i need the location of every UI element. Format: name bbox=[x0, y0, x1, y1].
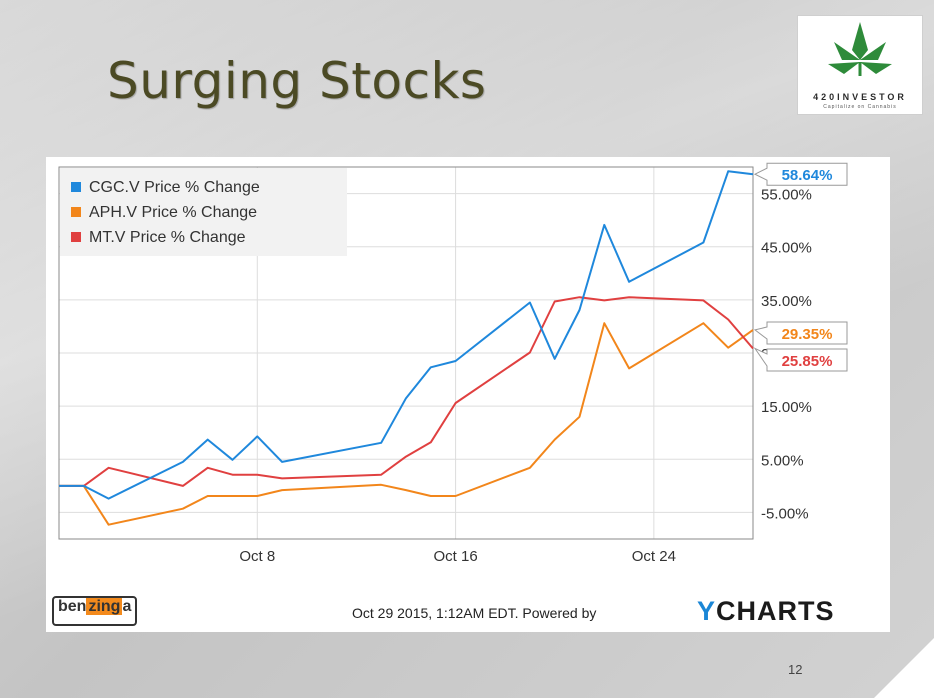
y-tick-label: -5.00% bbox=[761, 505, 809, 522]
end-value-label: 25.85% bbox=[782, 353, 833, 370]
end-value-callout bbox=[753, 162, 848, 186]
stock-line-chart: -5.00%5.00%15.00%25.00%35.00%45.00%55.00… bbox=[58, 162, 848, 565]
ycharts-rest: CHARTS bbox=[716, 596, 835, 626]
y-tick-label: 45.00% bbox=[761, 240, 812, 257]
logo-tagline: Capitalize on Cannabis bbox=[823, 104, 897, 110]
y-tick-label: 35.00% bbox=[761, 293, 812, 310]
legend-box bbox=[60, 168, 347, 256]
legend-swatch bbox=[71, 232, 81, 242]
x-tick-label: Oct 8 bbox=[239, 548, 275, 565]
end-value-label: 58.64% bbox=[782, 167, 833, 184]
chart-footer: Oct 29 2015, 1:12AM EDT. Powered by bbox=[352, 605, 596, 621]
logo-name: 420INVESTOR bbox=[813, 92, 907, 102]
chart-card: -5.00%5.00%15.00%25.00%35.00%45.00%55.00… bbox=[46, 157, 890, 632]
series-line bbox=[59, 170, 754, 500]
company-logo: 420INVESTOR Capitalize on Cannabis bbox=[797, 15, 923, 115]
x-tick-label: Oct 24 bbox=[632, 548, 676, 565]
series-line bbox=[59, 296, 754, 487]
page-number: 12 bbox=[788, 662, 803, 677]
y-tick-label: 55.00% bbox=[761, 187, 812, 204]
legend-label: APH.V Price % Change bbox=[89, 204, 257, 221]
benzinga-suffix: a bbox=[122, 598, 132, 615]
powered-by-label: Powered by bbox=[522, 605, 597, 621]
legend-label: MT.V Price % Change bbox=[89, 229, 246, 246]
legend-swatch bbox=[71, 182, 81, 192]
end-value-callout bbox=[753, 321, 848, 345]
legend-swatch bbox=[71, 207, 81, 217]
y-tick-label: 5.00% bbox=[761, 452, 804, 469]
chart-timestamp: Oct 29 2015, 1:12AM EDT. bbox=[352, 605, 519, 621]
x-tick-label: Oct 16 bbox=[433, 548, 477, 565]
cannabis-leaf-icon bbox=[828, 22, 892, 76]
slide-title: Surging Stocks bbox=[107, 52, 487, 110]
legend-label: CGC.V Price % Change bbox=[89, 179, 260, 196]
y-tick-label: 15.00% bbox=[761, 399, 812, 416]
plot-frame bbox=[58, 166, 754, 540]
slide-corner bbox=[874, 638, 934, 698]
benzinga-logo: ben zing a bbox=[52, 596, 138, 626]
ycharts-logo: YCHARTS bbox=[697, 596, 835, 627]
ycharts-y: Y bbox=[697, 596, 717, 626]
series-line bbox=[59, 322, 754, 526]
end-value-label: 29.35% bbox=[782, 326, 833, 343]
end-value-callout bbox=[753, 347, 848, 372]
benzinga-highlight: zing bbox=[86, 598, 123, 615]
benzinga-prefix: ben bbox=[58, 598, 87, 615]
